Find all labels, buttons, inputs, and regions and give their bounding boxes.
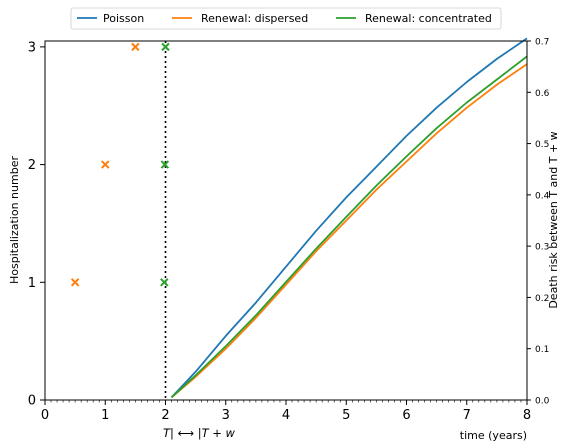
x-axis: 0 1 2 3 4 5 6 7 8 bbox=[41, 400, 531, 423]
legend-frame bbox=[70, 7, 502, 30]
event-marker bbox=[160, 278, 169, 287]
legend-entry-concentrated: Renewal: concentrated bbox=[365, 12, 492, 25]
y-right-tick-label: 0.1 bbox=[535, 345, 549, 355]
y-left-tick-label: 0 bbox=[28, 394, 36, 409]
y-right-tick-label: 0.5 bbox=[535, 140, 549, 150]
series-line-2 bbox=[170, 55, 528, 399]
y-axis-right: 0.0 0.1 0.2 0.3 0.4 0.5 0.6 0.7 bbox=[527, 38, 550, 407]
y-left-tick-label: 2 bbox=[28, 158, 36, 173]
legend-entry-dispersed: Renewal: dispersed bbox=[201, 12, 308, 25]
event-marker-stroke-b bbox=[161, 42, 170, 52]
y-axis-left: 0 1 2 3 bbox=[28, 40, 45, 409]
x-tick-label: 7 bbox=[463, 408, 471, 423]
series-line-1 bbox=[170, 63, 528, 399]
x-tick-label: 5 bbox=[342, 408, 350, 423]
x-axis-title: time (years) bbox=[460, 429, 527, 442]
event-marker-stroke-b bbox=[160, 278, 169, 287]
plot-area bbox=[70, 37, 528, 400]
series-line-0 bbox=[170, 37, 528, 399]
event-marker-stroke-b bbox=[70, 278, 80, 287]
x-tick-label: 2 bbox=[161, 408, 169, 423]
x-tick-label: 4 bbox=[282, 408, 290, 423]
event-marker bbox=[131, 42, 140, 52]
y-right-tick-label: 0.2 bbox=[535, 294, 549, 304]
y-axis-right-title: Death risk between T and T + w bbox=[547, 131, 560, 308]
y-right-tick-label: 0.3 bbox=[535, 243, 549, 253]
y-axis-left-title: Hospitalization number bbox=[8, 156, 21, 284]
legend-entry-poisson: Poisson bbox=[103, 12, 144, 25]
y-right-tick-label: 0.7 bbox=[535, 38, 549, 48]
event-marker-stroke-b bbox=[160, 160, 170, 169]
event-marker-stroke-b bbox=[101, 160, 110, 169]
x-tick-label: 8 bbox=[523, 408, 531, 423]
marker-label: T| ⟷ |T + w bbox=[163, 426, 236, 440]
y-right-tick-label: 0.0 bbox=[535, 397, 550, 407]
x-tick-label: 0 bbox=[41, 408, 49, 423]
x-tick-label: 1 bbox=[101, 408, 109, 423]
event-marker bbox=[101, 160, 110, 169]
x-tick-label: 6 bbox=[402, 408, 410, 423]
legend: Poisson Renewal: dispersed Renewal: conc… bbox=[70, 7, 502, 30]
x-tick-label: 3 bbox=[222, 408, 230, 423]
event-marker bbox=[161, 42, 170, 52]
y-left-tick-label: 3 bbox=[28, 40, 36, 55]
y-left-tick-label: 1 bbox=[28, 276, 36, 291]
event-marker bbox=[70, 278, 80, 287]
event-marker bbox=[160, 160, 170, 169]
y-right-tick-label: 0.6 bbox=[535, 89, 550, 99]
event-marker-stroke-b bbox=[131, 42, 140, 52]
y-right-tick-label: 0.4 bbox=[535, 191, 550, 201]
